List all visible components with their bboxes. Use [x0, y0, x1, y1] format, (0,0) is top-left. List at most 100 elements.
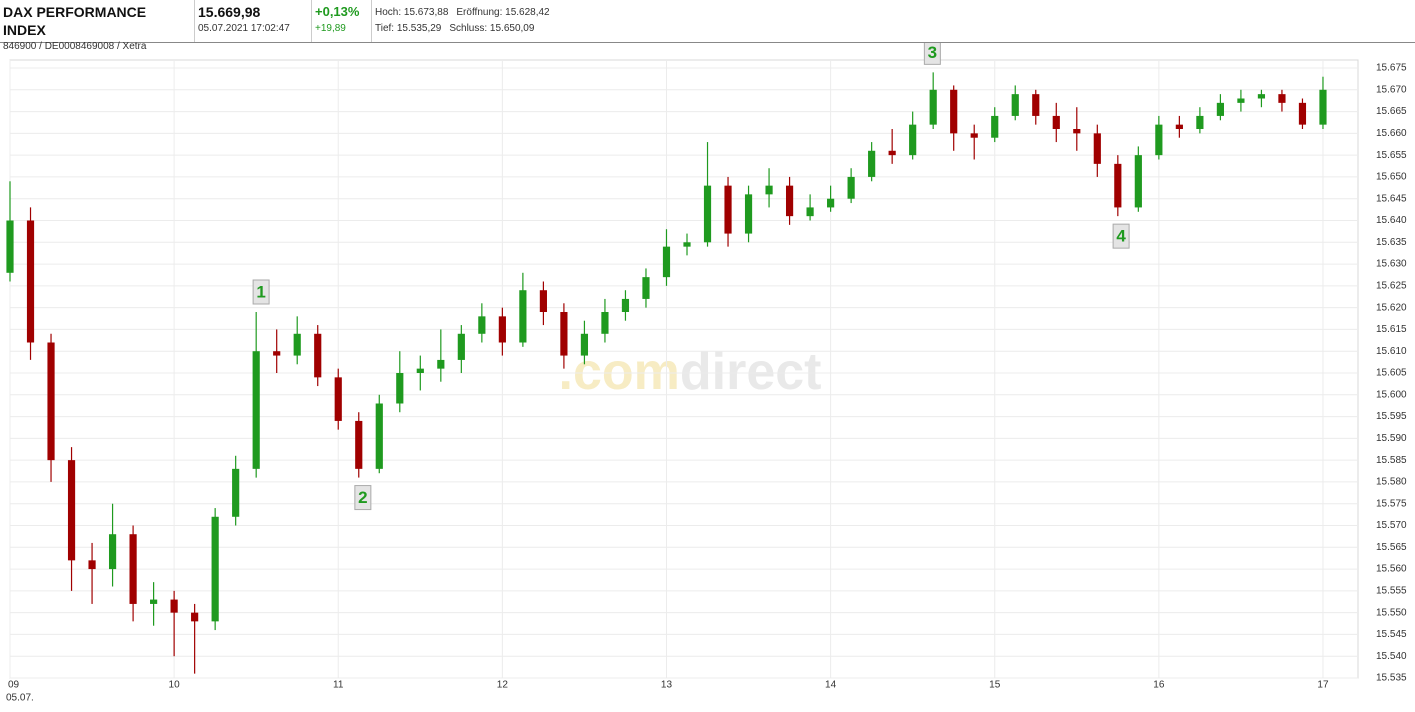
candle-body: [806, 207, 814, 217]
candle-body: [396, 373, 404, 404]
y-tick-label: 15.565: [1376, 542, 1407, 553]
y-tick-label: 15.555: [1376, 585, 1407, 596]
y-tick-label: 15.645: [1376, 193, 1407, 204]
candle-body: [355, 420, 363, 469]
candle-body: [88, 560, 96, 570]
y-tick-label: 15.575: [1376, 498, 1407, 509]
y-tick-label: 15.625: [1376, 280, 1407, 291]
annotation-box: [1112, 223, 1130, 249]
y-tick-label: 15.600: [1376, 389, 1407, 400]
candle-body: [1216, 102, 1224, 116]
candle-body: [129, 534, 137, 604]
candle-body: [416, 368, 424, 373]
candle-body: [950, 89, 958, 134]
y-tick-label: 15.570: [1376, 520, 1407, 531]
y-tick-label: 15.675: [1376, 63, 1407, 74]
chart: .comdirect 15.535 15.540 15.545 15.550 15.55…: [6, 39, 1407, 704]
x-tick-label: 15: [989, 680, 1001, 691]
change-pct: +0,13%: [315, 4, 360, 19]
candle-body: [868, 150, 876, 177]
x-tick-label: 13: [661, 680, 673, 691]
y-tick-label: 15.535: [1376, 673, 1407, 684]
candle-body: [929, 89, 937, 125]
x-tick-label: 17: [1317, 680, 1329, 691]
stats-row: Tief: 15.535,29 Schluss: 15.650,09: [375, 21, 568, 37]
candle-body: [211, 516, 219, 622]
price: 15.669,98: [198, 4, 261, 20]
x-date-label: 05.07.: [6, 693, 34, 704]
watermark: .comdirect: [559, 343, 822, 401]
candle-body: [375, 403, 383, 469]
candle-body: [1052, 115, 1060, 129]
x-tick-label: 11: [333, 680, 344, 691]
candle-body: [108, 534, 117, 570]
change-abs: +19,89: [315, 23, 346, 34]
y-tick-label: 15.640: [1376, 215, 1407, 226]
x-tick-label: 16: [1153, 680, 1165, 691]
candle-body: [478, 316, 486, 334]
candle-body: [847, 176, 855, 199]
low: Tief: 15.535,29: [375, 23, 442, 34]
candle-body: [560, 312, 568, 356]
candle-body: [334, 377, 342, 421]
x-tick-label: 14: [825, 680, 837, 691]
candle-body: [1093, 133, 1101, 164]
y-tick-label: 15.590: [1376, 433, 1407, 444]
stats-row: Hoch: 15.673,88 Eröffnung: 15.628,42: [375, 5, 568, 21]
y-tick-label: 15.580: [1376, 477, 1407, 488]
candle-body: [6, 220, 14, 273]
candle-body: [67, 460, 76, 561]
annotation-box: [354, 485, 372, 511]
annotation-label: 2: [358, 488, 367, 507]
candle-body: [26, 220, 35, 343]
candle-body: [293, 333, 301, 356]
y-tick-label: 15.605: [1376, 368, 1407, 379]
candle-body: [170, 599, 178, 613]
candle-body: [252, 351, 260, 469]
candle-body: [1114, 163, 1122, 208]
candle-body: [1319, 89, 1327, 125]
annotation-box: [252, 279, 270, 305]
x-tick-label: 09: [8, 680, 20, 691]
candle-body: [498, 316, 506, 343]
annotation-label: 3: [928, 43, 937, 62]
y-tick-label: 15.560: [1376, 564, 1407, 575]
candle-body: [232, 468, 240, 517]
candle-body: [1155, 124, 1163, 156]
candle-body: [1073, 129, 1081, 134]
annotation-label: 4: [1116, 227, 1126, 246]
candle-body: [457, 333, 465, 360]
candle-body: [683, 242, 691, 247]
candle-body: [150, 599, 158, 604]
candle-body: [1278, 94, 1286, 103]
y-tick-label: 15.540: [1376, 651, 1407, 662]
title: DAX PERFORMANCE INDEX: [3, 4, 147, 38]
candle-body: [909, 124, 917, 156]
annotation-label: 1: [256, 282, 265, 301]
candle-body: [1257, 94, 1266, 99]
candle-body: [580, 333, 589, 356]
candle-body: [47, 342, 55, 461]
y-tick-label: 15.635: [1376, 237, 1407, 248]
watermark-part: direct: [680, 343, 822, 401]
instrument: DAX PERFORMANCE INDEX 846900 / DE0008469…: [0, 0, 195, 52]
y-tick-label: 15.670: [1376, 84, 1407, 95]
candle-body: [662, 246, 671, 278]
watermark-part: .com: [559, 343, 680, 401]
candle-body: [437, 359, 445, 369]
y-tick-label: 15.585: [1376, 455, 1407, 466]
instrument-id: 846900 / DE0008469008 / Xetra: [3, 41, 147, 52]
candle-body: [1032, 94, 1040, 116]
price-cell: 15.669,98 05.07.2021 17:02:47: [195, 0, 312, 42]
x-tick-label: 12: [497, 680, 509, 691]
high: Hoch: 15.673,88: [375, 7, 449, 18]
candle-body: [991, 115, 999, 138]
y-tick-label: 15.660: [1376, 128, 1407, 139]
candle-body: [1175, 124, 1183, 129]
timestamp: 05.07.2021 17:02:47: [198, 23, 290, 34]
candle-body: [191, 612, 199, 622]
candle-body: [703, 185, 712, 243]
x-tick-label: 10: [169, 680, 181, 691]
y-tick-label: 15.595: [1376, 411, 1407, 422]
